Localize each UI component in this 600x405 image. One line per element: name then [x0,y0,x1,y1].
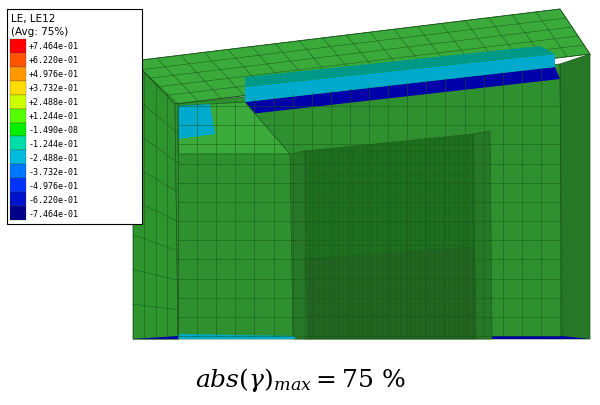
Text: +1.244e-01: +1.244e-01 [29,112,79,121]
Polygon shape [245,55,555,103]
Text: +6.220e-01: +6.220e-01 [29,56,79,65]
Polygon shape [133,62,178,339]
Polygon shape [245,68,560,115]
Bar [10,40,26,54]
Text: (Avg: 75%): (Avg: 75%) [11,27,68,37]
Polygon shape [305,135,476,339]
Text: +2.488e-01: +2.488e-01 [29,98,79,107]
Polygon shape [133,336,590,339]
Polygon shape [133,10,590,105]
Polygon shape [175,65,562,339]
Text: -4.976e-01: -4.976e-01 [29,181,79,190]
Bar [10,54,26,68]
Polygon shape [178,105,215,140]
Bar [10,68,26,81]
Text: +3.732e-01: +3.732e-01 [29,84,79,93]
Text: -1.244e-01: -1.244e-01 [29,140,79,149]
Text: LE, LE12: LE, LE12 [11,14,55,24]
Text: -3.732e-01: -3.732e-01 [29,167,79,176]
Bar [10,96,26,109]
Bar [10,179,26,193]
Polygon shape [178,334,295,339]
Polygon shape [305,247,476,339]
Polygon shape [290,151,308,339]
Bar [10,137,26,151]
Polygon shape [560,55,590,339]
Polygon shape [178,103,290,155]
Bar [10,193,26,207]
Text: $\mathit{abs}(\gamma)_{\mathit{max}} = 75\ \%$: $\mathit{abs}(\gamma)_{\mathit{max}} = 7… [195,365,405,393]
Text: -7.464e-01: -7.464e-01 [29,209,79,218]
Bar [10,165,26,179]
Bar [10,123,26,137]
Text: -1.490e-08: -1.490e-08 [29,126,79,135]
Text: -2.488e-01: -2.488e-01 [29,153,79,162]
Bar [10,81,26,96]
Text: +4.976e-01: +4.976e-01 [29,70,79,79]
Polygon shape [473,132,492,339]
Bar [10,109,26,123]
Bar [10,207,26,220]
Text: +7.464e-01: +7.464e-01 [29,43,79,51]
Bar [10,151,26,165]
Bar [7,10,142,224]
Polygon shape [245,47,555,88]
Text: -6.220e-01: -6.220e-01 [29,195,79,204]
